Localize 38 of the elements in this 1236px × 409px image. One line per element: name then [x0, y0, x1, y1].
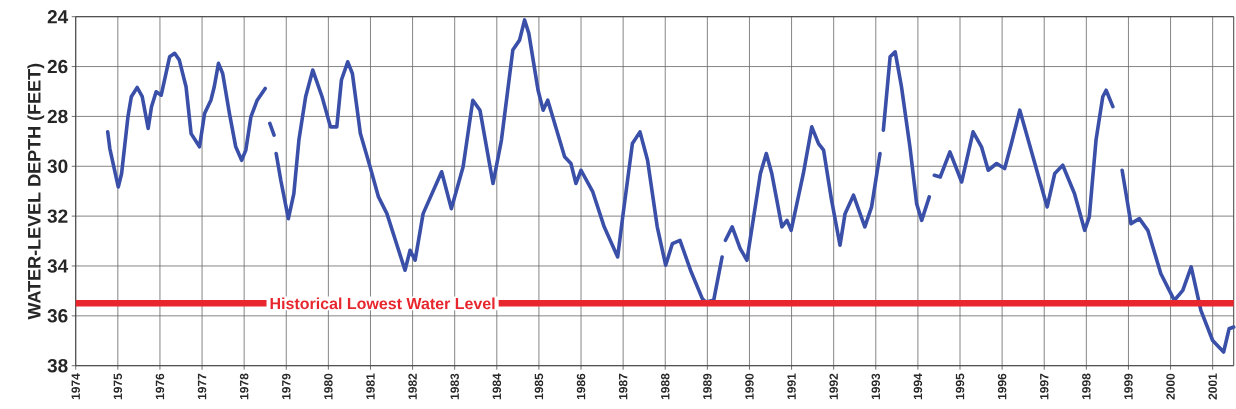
x-tick-label: 1988 — [661, 373, 670, 400]
y-tick-label: 30 — [47, 159, 68, 174]
x-tick-label: 1993 — [871, 373, 881, 400]
x-tick-label: 1996 — [997, 373, 1007, 400]
x-tick-label: 1989 — [703, 373, 712, 400]
y-tick-label: 38 — [47, 358, 68, 373]
y-tick-label: 36 — [47, 309, 68, 323]
x-tick-label: 2000 — [1166, 373, 1175, 400]
x-tick-label: 1982 — [408, 373, 417, 400]
y-tick-label: 32 — [47, 209, 68, 223]
y-tick-label: 34 — [47, 259, 69, 273]
x-tick-label: 1975 — [113, 373, 123, 400]
y-tick-label: 24 — [47, 10, 69, 24]
x-tick-label: 1998 — [1082, 373, 1091, 400]
x-tick-label: 1983 — [450, 373, 459, 400]
ref-line-label: Historical Lowest Water Level — [270, 297, 495, 310]
x-tick-label: 1999 — [1124, 373, 1133, 400]
x-tick-label: 1986 — [576, 373, 586, 400]
x-tick-label: 1976 — [155, 373, 165, 400]
y-tick-label: 26 — [47, 59, 68, 74]
x-tick-label: 1981 — [366, 373, 375, 400]
x-tick-label: 1974 — [71, 373, 80, 400]
x-tick-label: 1978 — [239, 373, 249, 400]
x-tick-label: 1977 — [197, 373, 207, 400]
y-axis-title: WATER-LEVEL DEPTH (FEET) — [27, 63, 45, 320]
x-tick-label: 1995 — [955, 373, 965, 400]
x-tick-label: 1991 — [787, 373, 796, 400]
x-tick-label: 1980 — [324, 373, 333, 400]
x-tick-label: 1987 — [618, 373, 628, 400]
x-tick-label: 1997 — [1039, 373, 1049, 400]
x-tick-label: 1985 — [534, 373, 544, 400]
x-tick-label: 1994 — [913, 373, 923, 400]
y-tick-label: 28 — [47, 109, 68, 124]
x-tick-label: 1984 — [492, 373, 502, 400]
x-tick-label: 1990 — [745, 373, 754, 400]
x-tick-label: 2001 — [1208, 373, 1217, 400]
x-tick-label: 1992 — [829, 373, 838, 400]
x-tick-label: 1979 — [282, 373, 291, 400]
